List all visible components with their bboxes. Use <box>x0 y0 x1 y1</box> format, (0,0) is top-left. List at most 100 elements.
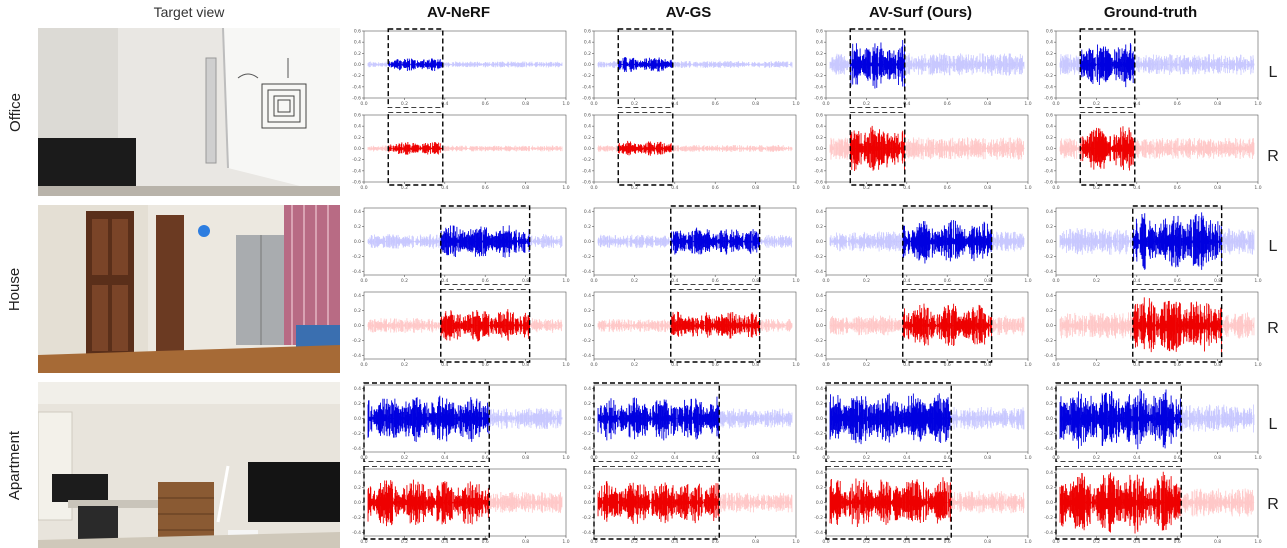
y-tick-label: -0.2 <box>582 73 591 79</box>
y-tick-label: 0.0 <box>816 239 823 245</box>
y-tick-label: -0.4 <box>1044 530 1053 536</box>
x-tick-label: 0.0 <box>590 278 597 284</box>
y-tick-label: 0.2 <box>354 224 361 230</box>
y-tick-label: -0.4 <box>814 269 823 275</box>
y-tick-label: 0.0 <box>584 146 591 152</box>
highlight-box <box>1055 382 1182 462</box>
x-tick-label: 1.0 <box>792 101 799 107</box>
waveform-highlight-segment <box>597 396 720 441</box>
y-tick-label: 0.6 <box>354 113 361 119</box>
waveform-highlight-segment <box>440 309 531 342</box>
x-tick-label: 0.8 <box>522 455 529 461</box>
y-tick-label: -0.2 <box>352 515 361 521</box>
y-tick-label: 0.2 <box>816 401 823 407</box>
x-tick-label: 0.2 <box>1093 362 1100 368</box>
waveform-outside-segment <box>597 234 793 249</box>
x-tick-label: 0.8 <box>1214 539 1221 545</box>
x-tick-label: 0.6 <box>712 185 719 191</box>
waveform-outside-segment <box>367 145 563 152</box>
y-tick-label: -0.2 <box>582 157 591 163</box>
y-tick-label: 0.0 <box>1046 416 1053 422</box>
waveform-highlight-segment <box>1059 471 1182 534</box>
x-tick-label: 1.0 <box>1024 278 1031 284</box>
x-tick-label: 0.8 <box>522 362 529 368</box>
y-tick-label: 0.2 <box>584 401 591 407</box>
y-tick-label: -0.6 <box>582 180 591 186</box>
channel-label-apartment-left: L <box>1268 416 1278 433</box>
x-tick-label: 0.2 <box>631 278 638 284</box>
highlight-box <box>617 112 674 186</box>
x-tick-label: 0.4 <box>1133 185 1140 191</box>
y-tick-label: -0.2 <box>814 515 823 521</box>
y-tick-label: 0.2 <box>584 135 591 141</box>
y-tick-label: 0.0 <box>816 146 823 152</box>
y-tick-label: 0.0 <box>816 500 823 506</box>
y-tick-label: 0.6 <box>354 29 361 35</box>
waveform-outside-segment <box>367 234 563 249</box>
x-tick-label: 0.4 <box>1133 278 1140 284</box>
x-tick-label: 1.0 <box>562 539 569 545</box>
highlight-box <box>825 466 952 540</box>
y-tick-label: 0.2 <box>354 401 361 407</box>
x-tick-label: 1.0 <box>1024 539 1031 545</box>
y-tick-label: -0.2 <box>1044 338 1053 344</box>
highlight-box <box>593 466 720 540</box>
highlight-box <box>1079 112 1136 186</box>
x-tick-label: 1.0 <box>1024 101 1031 107</box>
waveform-highlight-segment <box>440 225 531 258</box>
y-tick-label: -0.6 <box>352 180 361 186</box>
waveform-highlight-segment <box>367 395 490 443</box>
waveform-outside-segment <box>367 61 563 68</box>
x-tick-label: 0.4 <box>903 539 910 545</box>
x-tick-label: 0.8 <box>752 539 759 545</box>
y-tick-label: 0.2 <box>584 224 591 230</box>
x-tick-label: 1.0 <box>792 539 799 545</box>
target-view-header: Target view <box>153 4 225 20</box>
y-tick-label: -0.4 <box>1044 269 1053 275</box>
x-tick-label: 0.0 <box>1052 362 1059 368</box>
waveform-outside-segment <box>488 407 563 430</box>
x-tick-label: 0.2 <box>631 362 638 368</box>
x-tick-label: 1.0 <box>562 362 569 368</box>
waveform-highlight-segment <box>1079 126 1135 171</box>
y-tick-label: -0.2 <box>1044 73 1053 79</box>
x-tick-label: 0.8 <box>1214 101 1221 107</box>
y-tick-label: 0.2 <box>1046 135 1053 141</box>
y-tick-label: 0.0 <box>354 239 361 245</box>
waveform-highlight-segment <box>1079 43 1135 88</box>
x-tick-label: 1.0 <box>792 278 799 284</box>
x-tick-label: 0.0 <box>360 278 367 284</box>
waveform-panel-apartment-av-gs-left: 0.4 0.2 0.0 -0.2 -0.4 0.0 0.2 0.4 0.6 0.8 1.0 <box>576 382 800 462</box>
waveform-panel-house-av-gs-right: 0.4 0.2 0.0 -0.2 -0.4 0.0 0.2 0.4 0.6 0.8 1.0 <box>576 289 800 369</box>
y-tick-label: 0.4 <box>354 40 361 46</box>
y-tick-label: 0.0 <box>354 500 361 506</box>
waveform-highlight-segment <box>849 125 905 171</box>
waveform-highlight-segment <box>670 227 761 255</box>
y-tick-label: 0.0 <box>1046 239 1053 245</box>
x-tick-label: 0.6 <box>482 455 489 461</box>
x-tick-label: 1.0 <box>1024 455 1031 461</box>
x-tick-label: 0.2 <box>1093 455 1100 461</box>
x-tick-label: 0.0 <box>360 362 367 368</box>
y-tick-label: 0.0 <box>584 500 591 506</box>
x-tick-label: 0.4 <box>441 455 448 461</box>
x-tick-label: 0.2 <box>631 185 638 191</box>
waveform-panel-apartment-av-surf-ours-right: 0.4 0.2 0.0 -0.2 -0.4 0.0 0.2 0.4 0.6 0.8 1.0 <box>808 466 1032 546</box>
x-tick-label: 0.2 <box>863 455 870 461</box>
waveform-panel-house-av-surf-ours-left: 0.4 0.2 0.0 -0.2 -0.4 0.0 0.2 0.4 0.6 0.8 1.0 <box>808 205 1032 285</box>
waveform-highlight-segment <box>829 477 952 528</box>
highlight-box <box>1055 466 1182 540</box>
y-tick-label: 0.2 <box>584 308 591 314</box>
x-tick-label: 0.6 <box>712 362 719 368</box>
y-tick-label: 0.0 <box>354 416 361 422</box>
x-tick-label: 0.6 <box>1174 278 1181 284</box>
highlight-box <box>617 28 674 108</box>
x-tick-label: 0.0 <box>360 539 367 545</box>
y-tick-label: -0.2 <box>352 73 361 79</box>
x-tick-label: 0.0 <box>1052 101 1059 107</box>
x-tick-label: 0.4 <box>441 101 448 107</box>
method-header-av-surf: AV-Surf (Ours) <box>868 4 973 21</box>
waveform-outside-segment <box>829 53 1025 76</box>
row-label-apartment: Apartment <box>6 430 24 500</box>
waveform-highlight-segment <box>902 220 993 264</box>
